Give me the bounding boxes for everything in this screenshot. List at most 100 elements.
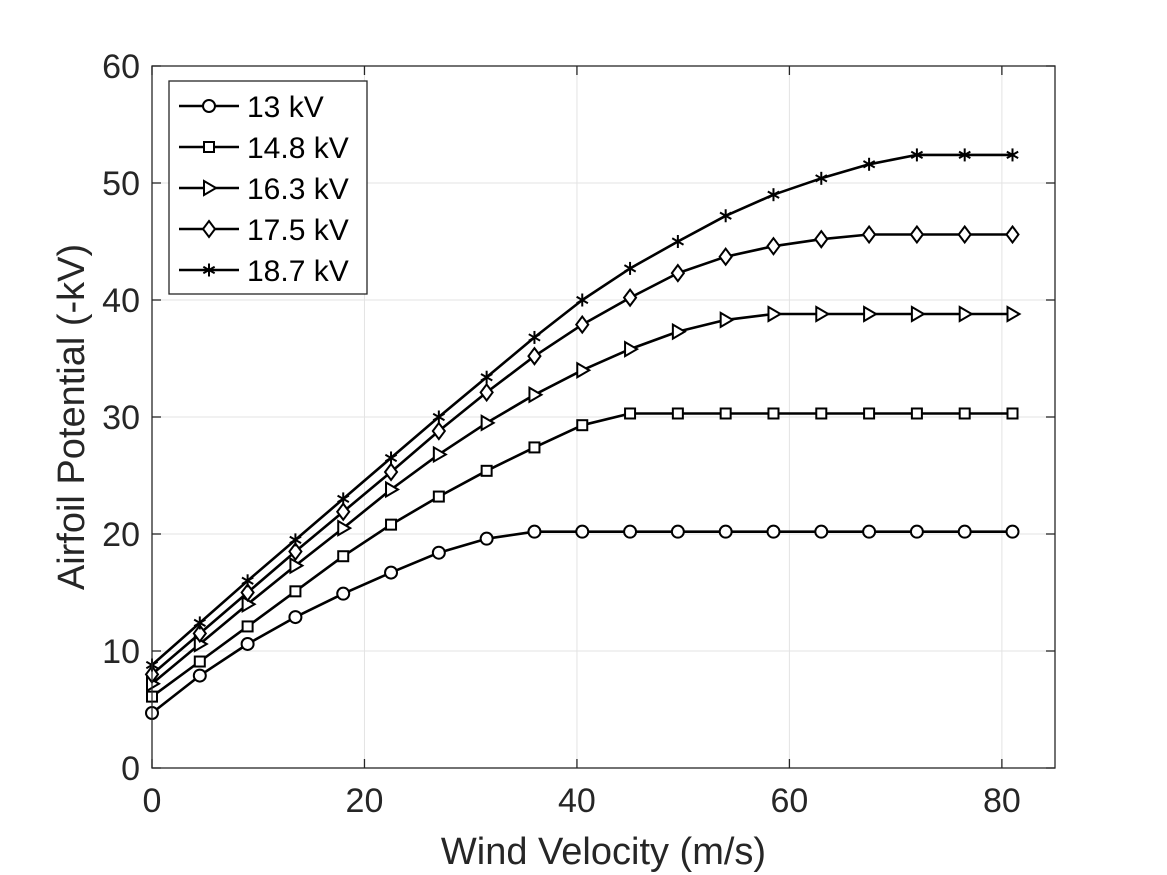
marker-square: [432, 490, 445, 503]
marker-square: [958, 407, 971, 420]
marker-circle: [766, 524, 781, 539]
marker-asterisk-stroke: [384, 453, 398, 463]
marker-diamond: [718, 247, 733, 267]
marker-asterisk-stroke: [719, 211, 732, 220]
marker-circle: [909, 524, 924, 539]
marker-triangle: [624, 340, 640, 358]
marker-square: [480, 464, 493, 477]
marker-asterisk-stroke: [958, 150, 971, 160]
series-13-kv: [145, 524, 1020, 721]
marker-asterisk-stroke: [241, 576, 254, 585]
marker-square: [337, 550, 350, 563]
marker-asterisk-stroke: [480, 373, 493, 382]
legend-item: 14.8 kV: [179, 132, 349, 165]
marker-circle: [862, 524, 877, 539]
marker-triangle: [671, 322, 687, 341]
marker-circle: [336, 586, 351, 601]
marker-square: [241, 620, 254, 633]
x-tick-label: 0: [143, 782, 162, 820]
marker-asterisk: [576, 293, 589, 307]
legend-label: 18.7 kV: [247, 255, 349, 288]
legend-item: 13 kV: [179, 91, 324, 124]
marker-asterisk: [384, 451, 398, 465]
marker-circle: [527, 524, 542, 539]
marker-square: [624, 407, 637, 420]
marker-diamond: [192, 623, 208, 644]
y-tick-label: 60: [102, 48, 140, 86]
marker-circle: [240, 636, 255, 651]
legend-item: 17.5 kV: [179, 214, 349, 247]
ticks: 0 20 40 60 80 0 10 20 30 40 50 60: [102, 48, 1055, 820]
marker-asterisk-stroke: [289, 535, 302, 544]
x-axis-title: Wind Velocity (m/s): [441, 831, 766, 873]
marker-asterisk: [528, 330, 541, 344]
marker-circle: [957, 524, 972, 539]
marker-diamond: [288, 541, 303, 562]
marker-diamond: [814, 229, 829, 249]
marker-circle: [575, 524, 590, 539]
marker-asterisk: [480, 370, 493, 384]
marker-triangle: [958, 305, 974, 323]
marker-diamond: [527, 346, 542, 366]
marker-asterisk: [432, 410, 445, 424]
marker-asterisk-stroke: [432, 412, 445, 422]
marker-asterisk: [958, 148, 971, 162]
marker-asterisk: [671, 235, 685, 248]
marker-asterisk-stroke: [528, 333, 541, 342]
marker-asterisk-stroke: [202, 265, 216, 275]
marker-triangle: [480, 414, 496, 432]
marker-diamond: [670, 263, 686, 283]
marker-asterisk-stroke: [671, 237, 685, 246]
marker-asterisk: [1006, 148, 1019, 162]
marker-triangle: [289, 556, 305, 575]
marker-square: [203, 141, 215, 153]
marker-diamond: [335, 502, 351, 522]
marker-circle: [202, 99, 216, 113]
marker-diamond: [909, 224, 925, 245]
marker-asterisk-stroke: [862, 160, 876, 169]
marker-diamond: [431, 421, 447, 441]
marker-square: [385, 518, 398, 531]
marker-asterisk-stroke: [193, 618, 206, 628]
marker-asterisk-stroke: [337, 494, 350, 504]
marker-circle: [384, 565, 399, 580]
marker-triangle: [767, 305, 783, 323]
marker-asterisk-stroke: [623, 264, 637, 273]
x-tick-label: 80: [983, 782, 1021, 820]
marker-triangle: [1006, 305, 1022, 323]
marker-diamond: [383, 462, 399, 482]
marker-triangle: [719, 311, 735, 329]
marker-triangle: [385, 480, 401, 499]
marker-circle: [1005, 524, 1020, 539]
marker-square: [719, 407, 732, 420]
marker-diamond: [766, 236, 781, 256]
marker-asterisk-stroke: [1006, 150, 1019, 160]
marker-diamond: [240, 582, 255, 603]
marker-diamond: [861, 224, 877, 245]
legend-item: 18.7 kV: [179, 255, 349, 288]
marker-diamond: [479, 382, 494, 403]
series-14-8-kv: [146, 407, 1019, 703]
x-tick-label: 40: [558, 782, 596, 820]
marker-asterisk: [815, 171, 828, 185]
marker-asterisk: [719, 209, 732, 223]
y-tick-label: 40: [102, 282, 140, 320]
marker-square: [289, 585, 302, 598]
marker-asterisk: [767, 188, 780, 202]
marker-square: [863, 407, 876, 420]
marker-circle: [431, 545, 446, 560]
marker-circle: [479, 531, 494, 546]
legend: 13 kV 14.8 kV 16.3 kV 17.5 kV 18.7 kV: [168, 80, 368, 295]
marker-asterisk-stroke: [815, 174, 828, 183]
marker-asterisk: [862, 157, 876, 171]
marker-asterisk: [289, 533, 302, 547]
marker-square: [1006, 407, 1019, 420]
legend-label: 14.8 kV: [247, 132, 349, 165]
marker-diamond: [201, 219, 217, 239]
marker-triangle: [203, 179, 218, 197]
legend-label: 16.3 kV: [247, 173, 349, 206]
marker-circle: [623, 524, 638, 539]
marker-diamond: [1005, 224, 1020, 245]
marker-circle: [814, 524, 829, 539]
